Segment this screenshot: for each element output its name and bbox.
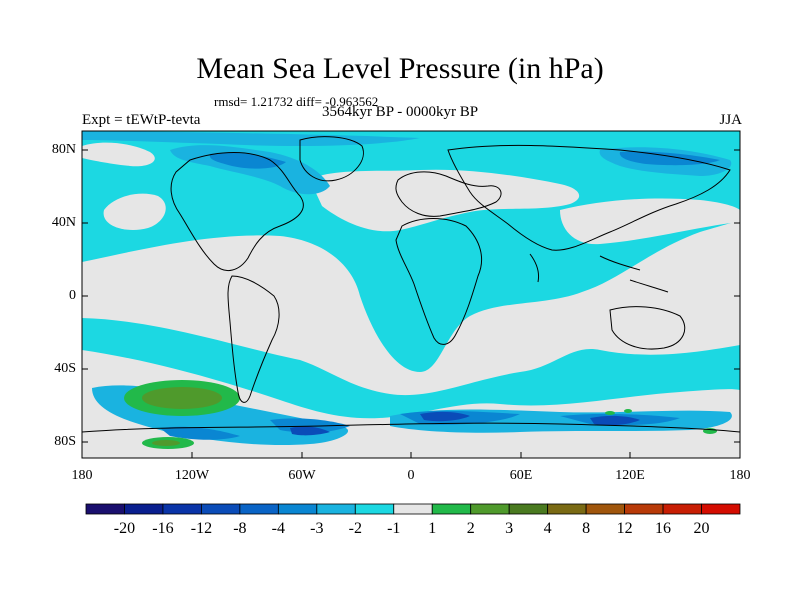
colorbar-label: -20 bbox=[113, 520, 136, 537]
colorbar-label: 16 bbox=[655, 520, 672, 537]
period-label: 3564kyr BP - 0000kyr BP bbox=[321, 104, 479, 120]
colorbar-box bbox=[585, 503, 625, 515]
colorbar-box bbox=[662, 503, 702, 515]
y-label-40n: 40N bbox=[51, 215, 76, 230]
colorbar-label: 3 bbox=[505, 520, 514, 537]
y-label-80n: 80N bbox=[51, 142, 76, 157]
y-label-40s: 40S bbox=[54, 361, 76, 376]
colorbar-box bbox=[85, 503, 125, 515]
colorbar-box bbox=[508, 503, 549, 515]
colorbar-label: -3 bbox=[310, 520, 324, 537]
x-label-120e: 120E bbox=[615, 468, 645, 483]
colorbar-box bbox=[393, 503, 433, 515]
colorbar-box bbox=[431, 503, 472, 515]
dark-blue-regions bbox=[290, 411, 640, 436]
colorbar-label: 20 bbox=[693, 520, 710, 537]
colorbar-label: -1 bbox=[387, 520, 401, 537]
colorbar-box bbox=[470, 503, 510, 515]
colorbar-box bbox=[701, 503, 741, 515]
blue-regions bbox=[160, 151, 720, 440]
colorbar-box bbox=[277, 503, 318, 515]
plot-title: Mean Sea Level Pressure (in hPa) bbox=[196, 52, 604, 85]
colorbar-box bbox=[354, 503, 395, 515]
colorbar-label: -16 bbox=[152, 520, 174, 537]
colorbar bbox=[85, 503, 741, 515]
x-label-180-right: 180 bbox=[729, 468, 751, 483]
colorbar-label: -8 bbox=[233, 520, 247, 537]
y-label-0: 0 bbox=[69, 288, 76, 303]
x-label-0: 0 bbox=[407, 468, 415, 483]
season-label: JJA bbox=[719, 112, 742, 128]
x-label-60e: 60E bbox=[509, 468, 533, 483]
colorbar-box bbox=[201, 503, 241, 515]
colorbar-box bbox=[624, 503, 664, 515]
colorbar-label: -2 bbox=[348, 520, 362, 537]
experiment-label: Expt = tEWtP-tevta bbox=[82, 112, 201, 128]
colorbar-box bbox=[547, 503, 587, 515]
x-ticks bbox=[81, 452, 741, 458]
colorbar-box bbox=[316, 503, 356, 515]
colorbar-label: -4 bbox=[271, 520, 285, 537]
colorbar-label: 1 bbox=[428, 520, 437, 537]
positive-anomaly-regions bbox=[124, 380, 717, 449]
coastlines bbox=[82, 136, 740, 433]
colorbar-label: 12 bbox=[616, 520, 633, 537]
colorbar-label: 8 bbox=[582, 520, 591, 537]
y-label-80s: 80S bbox=[54, 434, 76, 449]
colorbar-box bbox=[124, 503, 164, 515]
x-label-180-left: 180 bbox=[71, 468, 93, 483]
colorbar-box bbox=[239, 503, 279, 515]
x-label-60w: 60W bbox=[288, 468, 316, 483]
rmsd-stats: rmsd= 1.21732 diff= -0.963562 bbox=[214, 94, 379, 109]
map-field bbox=[82, 131, 740, 458]
colorbar-box bbox=[162, 503, 202, 515]
colorbar-label: 2 bbox=[466, 520, 475, 537]
y-ticks bbox=[82, 149, 740, 443]
colorbar-label: 4 bbox=[543, 520, 552, 537]
colorbar-label: -12 bbox=[190, 520, 213, 537]
x-label-120w: 120W bbox=[174, 468, 210, 483]
